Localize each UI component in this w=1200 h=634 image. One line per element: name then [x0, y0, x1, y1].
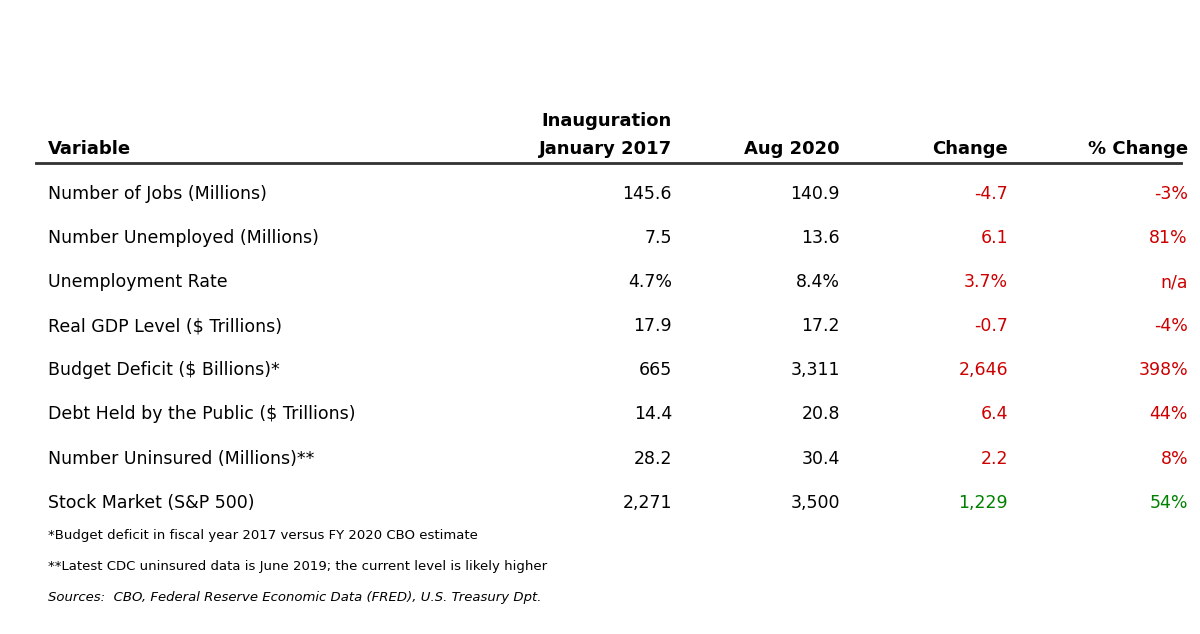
Text: Number Unemployed (Millions): Number Unemployed (Millions) — [48, 230, 319, 247]
Text: 2,271: 2,271 — [623, 493, 672, 512]
Text: 30.4: 30.4 — [802, 450, 840, 467]
Text: 3,311: 3,311 — [791, 361, 840, 379]
Text: 13.6: 13.6 — [802, 230, 840, 247]
Text: 4.7%: 4.7% — [628, 273, 672, 292]
Text: 7.5: 7.5 — [644, 230, 672, 247]
Text: Aug 2020: Aug 2020 — [744, 139, 840, 158]
Text: 665: 665 — [638, 361, 672, 379]
Text: 17.9: 17.9 — [634, 318, 672, 335]
Text: 1,229: 1,229 — [959, 493, 1008, 512]
Text: 8%: 8% — [1160, 450, 1188, 467]
Text: **Latest CDC uninsured data is June 2019; the current level is likely higher: **Latest CDC uninsured data is June 2019… — [48, 560, 547, 573]
Text: 54%: 54% — [1150, 493, 1188, 512]
Text: *Budget deficit in fiscal year 2017 versus FY 2020 CBO estimate: *Budget deficit in fiscal year 2017 vers… — [48, 529, 478, 542]
Text: 17.2: 17.2 — [802, 318, 840, 335]
Text: 140.9: 140.9 — [791, 185, 840, 204]
Text: 8.4%: 8.4% — [796, 273, 840, 292]
Text: 3.7%: 3.7% — [964, 273, 1008, 292]
Text: 6.4: 6.4 — [980, 406, 1008, 424]
Text: Number Uninsured (Millions)**: Number Uninsured (Millions)** — [48, 450, 314, 467]
Text: -4%: -4% — [1154, 318, 1188, 335]
Text: 398%: 398% — [1139, 361, 1188, 379]
Text: Number of Jobs (Millions): Number of Jobs (Millions) — [48, 185, 266, 204]
Text: Budget Deficit ($ Billions)*: Budget Deficit ($ Billions)* — [48, 361, 280, 379]
Text: 3,500: 3,500 — [791, 493, 840, 512]
Text: 6.1: 6.1 — [980, 230, 1008, 247]
Text: -4.7: -4.7 — [974, 185, 1008, 204]
Text: 81%: 81% — [1150, 230, 1188, 247]
Text: 28.2: 28.2 — [634, 450, 672, 467]
Text: 14.4: 14.4 — [634, 406, 672, 424]
Text: Debt Held by the Public ($ Trillions): Debt Held by the Public ($ Trillions) — [48, 406, 355, 424]
Text: -0.7: -0.7 — [974, 318, 1008, 335]
Text: Stock Market (S&P 500): Stock Market (S&P 500) — [48, 493, 254, 512]
Text: Change: Change — [932, 139, 1008, 158]
Text: Inauguration: Inauguration — [541, 112, 672, 129]
Text: n/a: n/a — [1160, 273, 1188, 292]
Text: 2.2: 2.2 — [980, 450, 1008, 467]
Text: Are We Better Off Than We Were Four Years Ago?: Are We Better Off Than We Were Four Year… — [175, 23, 1025, 53]
Text: 20.8: 20.8 — [802, 406, 840, 424]
Text: Variable: Variable — [48, 139, 131, 158]
Text: Unemployment Rate: Unemployment Rate — [48, 273, 228, 292]
Text: % Change: % Change — [1088, 139, 1188, 158]
Text: 2,646: 2,646 — [959, 361, 1008, 379]
Text: January 2017: January 2017 — [539, 139, 672, 158]
Text: Real GDP Level ($ Trillions): Real GDP Level ($ Trillions) — [48, 318, 282, 335]
Text: -3%: -3% — [1154, 185, 1188, 204]
Text: 145.6: 145.6 — [623, 185, 672, 204]
Text: 44%: 44% — [1150, 406, 1188, 424]
Text: Sources:  CBO, Federal Reserve Economic Data (FRED), U.S. Treasury Dpt.: Sources: CBO, Federal Reserve Economic D… — [48, 591, 541, 604]
